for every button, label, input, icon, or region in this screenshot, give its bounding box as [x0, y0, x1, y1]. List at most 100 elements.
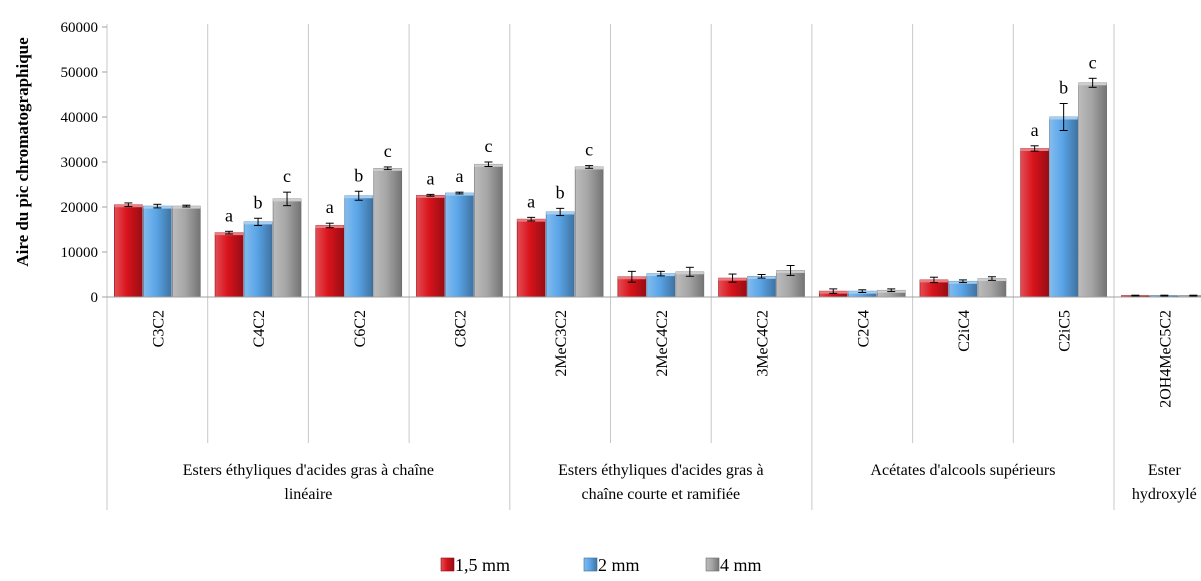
error-bar: [283, 191, 292, 207]
error-bar: [1059, 103, 1068, 131]
error-bar: [225, 230, 234, 235]
category-label: C3C2: [150, 310, 167, 347]
y-tick-label: 20000: [61, 200, 99, 216]
significance-letter: a: [326, 197, 334, 217]
bar-C4C2-15mm: [214, 232, 244, 298]
category-label: 2MeC4C2: [654, 310, 671, 377]
error-bar: [656, 270, 665, 277]
error-bar: [354, 190, 363, 201]
error-bar: [527, 216, 536, 222]
bar-C3C2-2mm: [143, 205, 172, 298]
category-label: 3MeC4C2: [755, 310, 772, 377]
error-bar: [1088, 77, 1097, 88]
category-label: C8C2: [452, 310, 469, 347]
bar-C2iC5-4mm: [1078, 82, 1107, 298]
error-bar: [484, 161, 493, 167]
significance-letter: a: [225, 205, 233, 225]
category-label: C2C4: [855, 310, 872, 347]
legend-label: 1,5 mm: [455, 555, 510, 575]
error-bar: [325, 222, 334, 229]
bar-C8C2-15mm: [416, 195, 445, 298]
error-bar: [887, 288, 896, 293]
labels: 0 10000 20000 30000 40000 50000 60000 Aire du p…: [13, 20, 1197, 503]
group-label: Ester: [1148, 462, 1182, 479]
error-bar: [1131, 294, 1140, 297]
bar-C2iC5-15mm: [1020, 148, 1049, 298]
y-tick-label: 40000: [61, 110, 99, 126]
category-label: 2OH4MeC5C2: [1157, 310, 1174, 408]
significance-letter: a: [1031, 120, 1039, 140]
significance-letter: b: [354, 165, 363, 185]
error-bar: [958, 279, 967, 284]
error-bar: [182, 204, 191, 208]
category-label: 2MeC3C2: [553, 310, 570, 377]
error-bar: [685, 266, 694, 277]
group-label: Esters éthyliques d'acides gras à: [558, 462, 763, 479]
error-bar: [153, 203, 162, 209]
y-tick-label: 60000: [61, 20, 99, 36]
error-bar: [987, 276, 996, 281]
error-bar: [627, 270, 636, 283]
error-bar: [728, 273, 737, 283]
y-tick-label: 10000: [61, 245, 99, 261]
error-bar: [829, 288, 838, 294]
error-bar: [757, 274, 766, 279]
error-bar: [383, 166, 392, 171]
bar-C3C2-15mm: [114, 204, 143, 298]
error-bar: [929, 276, 938, 284]
gridlines: [106, 24, 1115, 510]
bar-C4C2-2mm: [243, 221, 273, 298]
error-bar: [1160, 294, 1169, 297]
significance-letter: c: [484, 136, 492, 156]
bar-C4C2-4mm: [272, 198, 302, 298]
bar-C3C2-4mm: [172, 205, 201, 298]
significance-letter: a: [455, 166, 463, 186]
significance-letter: b: [556, 182, 565, 202]
group-label: Esters éthyliques d'acides gras à chaîne: [183, 462, 434, 479]
error-bar: [1189, 294, 1198, 297]
significance-letter: c: [585, 140, 593, 160]
legend-swatch: [440, 557, 455, 572]
error-bar: [124, 202, 133, 208]
significance-letter: a: [527, 191, 535, 211]
axes: [102, 26, 1201, 298]
error-bar: [254, 217, 263, 226]
y-tick-label: 50000: [61, 65, 99, 81]
bar-C8C2-4mm: [474, 163, 503, 298]
group-label: chaîne courte et ramifiée: [582, 486, 741, 503]
significance-letter: b: [254, 192, 263, 212]
bar-C6C2-15mm: [315, 225, 345, 298]
group-label: hydroxylé: [1132, 486, 1197, 503]
error-bar: [455, 191, 464, 195]
legend-label: 4 mm: [720, 555, 762, 575]
y-tick-label: 30000: [61, 155, 99, 171]
error-bar: [858, 289, 867, 293]
legend-item: 1,5 mm: [440, 555, 510, 575]
legend-item: 2 mm: [583, 555, 640, 575]
bar-C2iC5-2mm: [1049, 116, 1078, 298]
group-label: linéaire: [284, 486, 332, 503]
y-tick-label: 0: [91, 290, 99, 306]
significance-letter: a: [426, 168, 434, 188]
significance-letter: c: [1089, 52, 1097, 72]
error-bar: [1030, 145, 1039, 152]
category-label: C2iC4: [956, 310, 973, 352]
error-bar: [426, 193, 435, 197]
legend-item: 4 mm: [705, 555, 762, 575]
legend-swatch: [583, 557, 598, 572]
category-label: C2iC5: [1057, 310, 1074, 352]
bar-C6C2-2mm: [344, 195, 374, 298]
error-bar: [786, 265, 795, 276]
significance-letter: c: [283, 166, 291, 186]
bar-C6C2-4mm: [373, 168, 403, 298]
bar-C8C2-2mm: [445, 192, 474, 298]
bar-C2iC4-4mm: [977, 278, 1007, 298]
bars: [114, 77, 1201, 298]
significance-letter: b: [1059, 78, 1068, 98]
error-bar: [585, 165, 594, 169]
significance-letter: c: [384, 141, 392, 161]
y-axis-label: Aire du pic chromatographique: [13, 37, 32, 267]
category-label: C4C2: [251, 310, 268, 347]
